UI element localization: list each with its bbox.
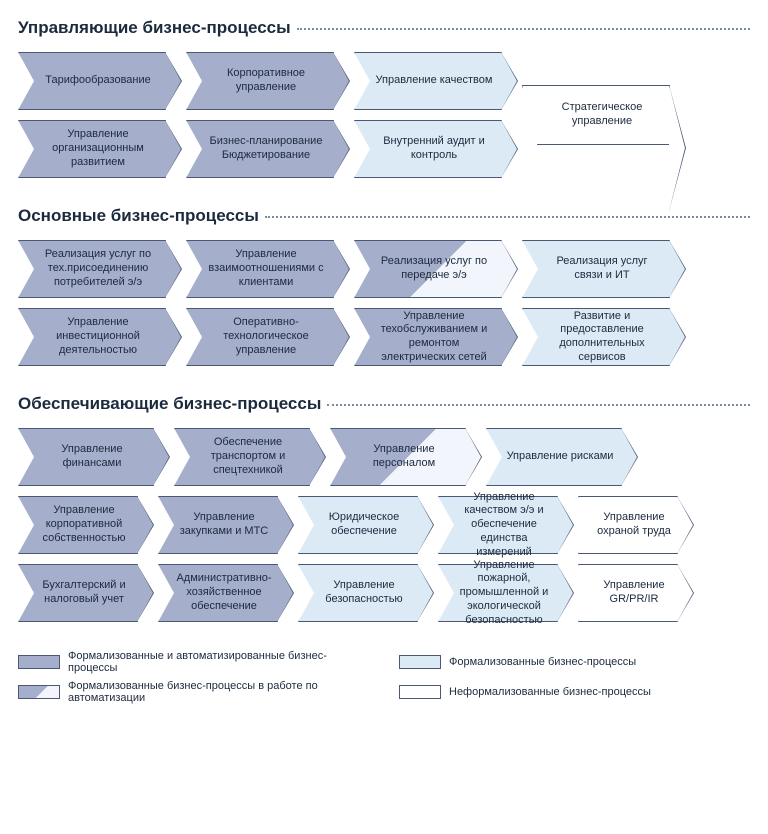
legend-label: Формализованные бизнес-процессы (449, 656, 636, 668)
legend-item: Формализованные бизнес-процессы в работе… (18, 680, 369, 704)
process-label: Управление организационным развитием (37, 128, 159, 169)
supporting-row-2: Управление корпоративной собственностью … (18, 496, 750, 554)
core-row-2: Управление инвестиционной деятельностью … (18, 308, 750, 366)
legend-swatch-purple (18, 655, 60, 669)
governing-row-1: Тарифообразование Корпоративное управлен… (18, 52, 522, 110)
process-label: Стратегическое управление (541, 101, 663, 129)
process-label: Корпоративное управление (205, 67, 327, 95)
process-box: Реализация услуг по передаче э/э (354, 240, 502, 298)
legend-swatch-gradient (18, 685, 60, 699)
process-box: Управление безопасностью (298, 564, 418, 622)
legend-item: Формализованные бизнес-процессы (399, 650, 750, 674)
process-label: Управление качеством (376, 74, 493, 88)
process-label: Управление безопасностью (317, 579, 411, 607)
section-title-text: Основные бизнес-процессы (18, 206, 259, 226)
process-label: Управление качеством э/э и обеспечение е… (457, 491, 551, 560)
legend-item: Формализованные и автоматизированные биз… (18, 650, 369, 674)
supporting-row-3: Бухгалтерский и налоговый учет Администр… (18, 564, 750, 622)
process-box: Управление персоналом (330, 428, 466, 486)
process-box: Управление техобслуживанием и ремонтом э… (354, 308, 502, 366)
process-label: Реализация услуг по передаче э/э (373, 255, 495, 283)
process-label: Управление GR/PR/IR (597, 579, 671, 607)
process-box: Корпоративное управление (186, 52, 334, 110)
governing-row-2: Управление организационным развитием Биз… (18, 120, 522, 178)
section-title-text: Управляющие бизнес-процессы (18, 18, 291, 38)
section-governing: Управляющие бизнес-процессы Тарифообразо… (18, 18, 750, 178)
process-label: Бизнес-планирование Бюджетирование (205, 135, 327, 163)
process-label: Управление корпоративной собственностью (37, 504, 131, 545)
section-title-supporting: Обеспечивающие бизнес-процессы (18, 394, 750, 414)
process-box: Обеспечение транспортом и спецтехникой (174, 428, 310, 486)
core-row-1: Реализация услуг по тех.присоединению по… (18, 240, 750, 298)
process-label: Реализация услуг по тех.присоединению по… (37, 248, 159, 289)
process-box: Юридическое обеспечение (298, 496, 418, 554)
process-box: Управление качеством (354, 52, 502, 110)
dotted-rule (265, 216, 750, 218)
process-label: Реализация услуг связи и ИТ (541, 255, 663, 283)
section-supporting: Обеспечивающие бизнес-процессы Управлени… (18, 394, 750, 622)
process-box: Управление организационным развитием (18, 120, 166, 178)
legend-label: Формализованные и автоматизированные биз… (68, 650, 369, 674)
section-title-core: Основные бизнес-процессы (18, 206, 750, 226)
process-box: Оперативно-технологическое управление (186, 308, 334, 366)
process-label: Управление пожарной, промышленной и экол… (457, 559, 551, 628)
process-label: Управление охраной труда (597, 511, 671, 539)
section-core: Основные бизнес-процессы Реализация услу… (18, 206, 750, 366)
process-box: Управление инвестиционной деятельностью (18, 308, 166, 366)
process-label: Управление инвестиционной деятельностью (37, 316, 159, 357)
process-box: Управление рисками (486, 428, 622, 486)
legend-label: Неформализованные бизнес-процессы (449, 686, 651, 698)
process-box: Развитие и предоставление дополнительных… (522, 308, 670, 366)
process-box: Внутренний аудит и контроль (354, 120, 502, 178)
process-box: Управление закупками и МТС (158, 496, 278, 554)
process-box: Бизнес-планирование Бюджетирование (186, 120, 334, 178)
process-label: Бухгалтерский и налоговый учет (37, 579, 131, 607)
process-box: Управление GR/PR/IR (578, 564, 678, 622)
process-box: Управление качеством э/э и обеспечение е… (438, 496, 558, 554)
section-title-governing: Управляющие бизнес-процессы (18, 18, 750, 38)
process-label: Управление финансами (37, 443, 147, 471)
process-label: Управление рисками (507, 450, 614, 464)
process-box: Управление финансами (18, 428, 154, 486)
process-box: Управление пожарной, промышленной и экол… (438, 564, 558, 622)
process-label: Административно-хозяйственное обеспечени… (176, 572, 271, 613)
process-label: Управление взаимоотношениями с клиентами (205, 248, 327, 289)
process-box: Управление взаимоотношениями с клиентами (186, 240, 334, 298)
legend-label: Формализованные бизнес-процессы в работе… (68, 680, 369, 704)
process-box: Управление корпоративной собственностью (18, 496, 138, 554)
process-box: Реализация услуг по тех.присоединению по… (18, 240, 166, 298)
process-box: Реализация услуг связи и ИТ (522, 240, 670, 298)
process-box: Управление охраной труда (578, 496, 678, 554)
process-label: Оперативно-технологическое управление (205, 316, 327, 357)
process-label: Юридическое обеспечение (317, 511, 411, 539)
process-box: Тарифообразование (18, 52, 166, 110)
process-label: Тарифообразование (45, 74, 151, 88)
process-box-strategic: Стратегическое управление (522, 85, 670, 145)
process-label: Управление персоналом (349, 443, 459, 471)
process-label: Развитие и предоставление дополнительных… (541, 310, 663, 365)
process-label: Управление закупками и МТС (177, 511, 271, 539)
legend-swatch-lightblue (399, 655, 441, 669)
process-label: Внутренний аудит и контроль (373, 135, 495, 163)
process-box: Бухгалтерский и налоговый учет (18, 564, 138, 622)
process-label: Обеспечение транспортом и спецтехникой (193, 436, 303, 477)
process-box: Административно-хозяйственное обеспечени… (158, 564, 278, 622)
section-title-text: Обеспечивающие бизнес-процессы (18, 394, 321, 414)
dotted-rule (327, 404, 750, 406)
legend: Формализованные и автоматизированные биз… (18, 650, 750, 704)
legend-item: Неформализованные бизнес-процессы (399, 680, 750, 704)
process-label: Управление техобслуживанием и ремонтом э… (373, 310, 495, 365)
dotted-rule (297, 28, 750, 30)
legend-swatch-white (399, 685, 441, 699)
supporting-row-1: Управление финансами Обеспечение транспо… (18, 428, 750, 486)
